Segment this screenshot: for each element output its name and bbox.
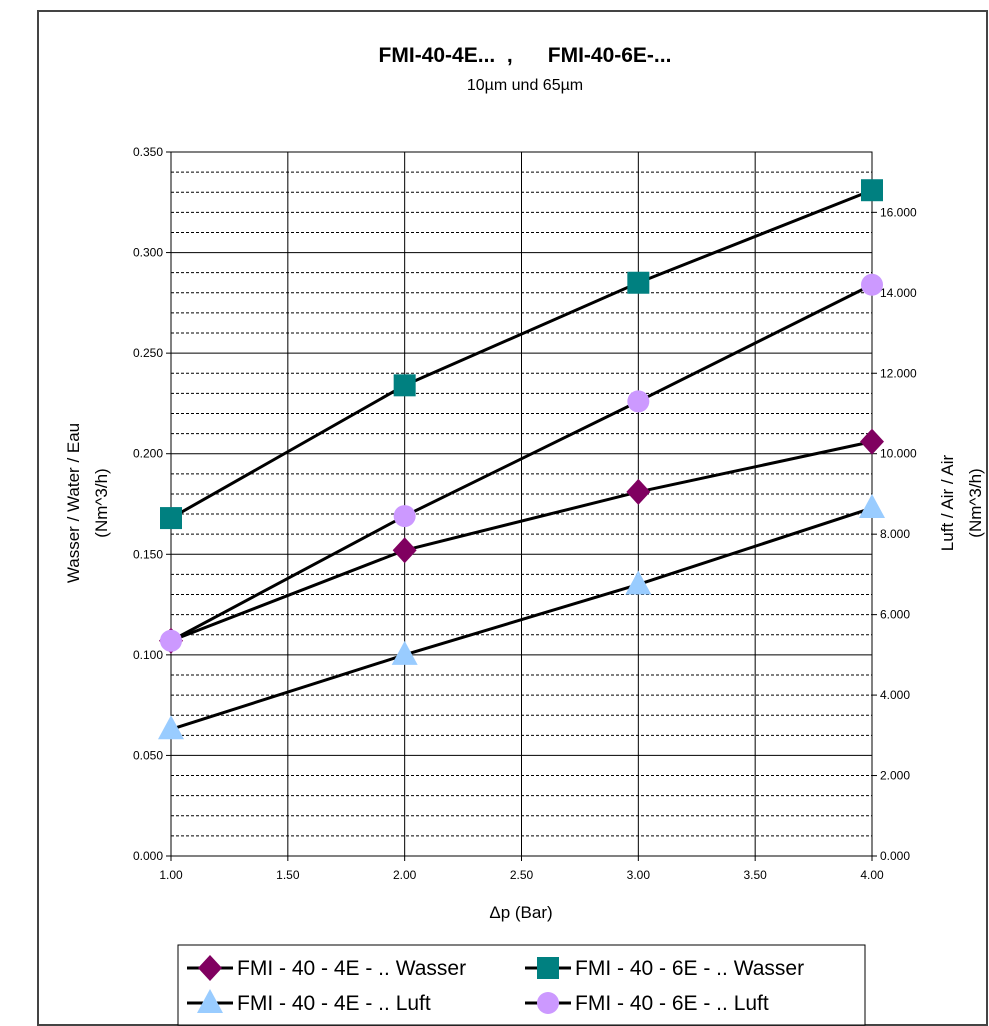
legend-label: FMI - 40 - 6E - .. Luft xyxy=(575,992,769,1015)
y-axis-right-title: Luft / Air / Air (Nm^3/h) xyxy=(938,454,985,551)
series-line xyxy=(170,188,873,520)
x-axis-title: Δp (Bar) xyxy=(489,903,552,922)
y-axis-left-title-line-2: (Nm^3/h) xyxy=(92,468,111,537)
axis-ticks: 1.00 1.50 2.00 2.50 3.00 3.50 4.00 0.000 0.050 0.… xyxy=(133,145,917,882)
x-tick-label: 1.00 xyxy=(159,868,183,882)
data-point xyxy=(392,537,417,564)
series-layer xyxy=(158,179,885,740)
chart-title: FMI-40-4E... , FMI-40-6E-... xyxy=(379,44,672,67)
data-point xyxy=(627,271,650,294)
y-right-tick-label: 12.000 xyxy=(880,366,917,380)
data-point xyxy=(393,374,416,397)
y-left-tick-label: 0.000 xyxy=(133,849,163,863)
legend-marker-icon xyxy=(198,955,222,981)
x-tick-label: 1.50 xyxy=(276,868,300,882)
x-tick-label: 2.50 xyxy=(510,868,534,882)
x-tick-label: 3.00 xyxy=(627,868,651,882)
y-left-tick-label: 0.200 xyxy=(133,447,163,461)
data-point xyxy=(861,273,883,296)
y-axis-right-title-line-1: Luft / Air / Air xyxy=(938,454,957,551)
y-axis-right-title-line-2: (Nm^3/h) xyxy=(966,468,985,537)
legend-label: FMI - 40 - 6E - .. Wasser xyxy=(575,957,804,980)
data-point xyxy=(391,640,418,665)
data-point xyxy=(160,507,182,530)
y-right-tick-label: 0.000 xyxy=(880,849,910,863)
y-right-tick-label: 8.000 xyxy=(880,527,910,541)
data-point xyxy=(393,505,416,528)
x-tick-label: 2.00 xyxy=(393,868,417,882)
data-point xyxy=(859,494,885,519)
y-right-tick-label: 10.000 xyxy=(880,447,917,461)
y-right-tick-label: 14.000 xyxy=(880,286,917,300)
series-2 xyxy=(160,179,883,530)
series-4 xyxy=(160,273,883,652)
legend: FMI - 40 - 4E - .. Wasser FMI - 40 - 6E -… xyxy=(177,944,866,1026)
legend-item: FMI - 40 - 6E - .. Wasser xyxy=(525,957,804,980)
y-left-tick-label: 0.350 xyxy=(133,145,163,159)
y-left-tick-label: 0.100 xyxy=(133,648,163,662)
data-point xyxy=(860,428,884,455)
legend-item: FMI - 40 - 6E - .. Luft xyxy=(525,992,769,1015)
data-point xyxy=(625,570,652,595)
y-left-tick-label: 0.050 xyxy=(133,748,163,762)
data-point xyxy=(626,478,651,505)
y-right-tick-label: 6.000 xyxy=(880,608,910,622)
legend-label: FMI - 40 - 4E - .. Luft xyxy=(237,992,431,1015)
y-axis-left-title: Wasser / Water / Eau (Nm^3/h) xyxy=(64,423,111,583)
data-point xyxy=(627,390,650,413)
y-left-tick-label: 0.300 xyxy=(133,246,163,260)
y-right-tick-label: 2.000 xyxy=(880,769,910,783)
data-point xyxy=(160,629,182,652)
legend-item: FMI - 40 - 4E - .. Wasser xyxy=(187,955,466,981)
y-left-tick-label: 0.150 xyxy=(133,547,163,561)
series-3 xyxy=(158,494,885,740)
legend-item: FMI - 40 - 4E - .. Luft xyxy=(187,989,431,1015)
legend-marker-icon xyxy=(197,989,223,1013)
series-line xyxy=(170,440,873,643)
y-axis-left-title-line-1: Wasser / Water / Eau xyxy=(64,423,83,583)
series-line xyxy=(170,283,873,643)
chart-subtitle: 10µm und 65µm xyxy=(467,77,583,94)
legend-box xyxy=(177,944,866,1026)
y-left-tick-label: 0.250 xyxy=(133,346,163,360)
y-right-tick-label: 16.000 xyxy=(880,205,917,219)
data-point xyxy=(158,715,184,740)
x-tick-label: 4.00 xyxy=(860,868,884,882)
legend-marker-icon xyxy=(537,992,559,1014)
x-tick-label: 3.50 xyxy=(743,868,767,882)
y-right-tick-label: 4.000 xyxy=(880,688,910,702)
series-line xyxy=(170,506,873,731)
legend-label: FMI - 40 - 4E - .. Wasser xyxy=(237,957,466,980)
data-point xyxy=(861,179,883,202)
legend-marker-icon xyxy=(537,957,559,979)
series-1 xyxy=(159,428,884,654)
